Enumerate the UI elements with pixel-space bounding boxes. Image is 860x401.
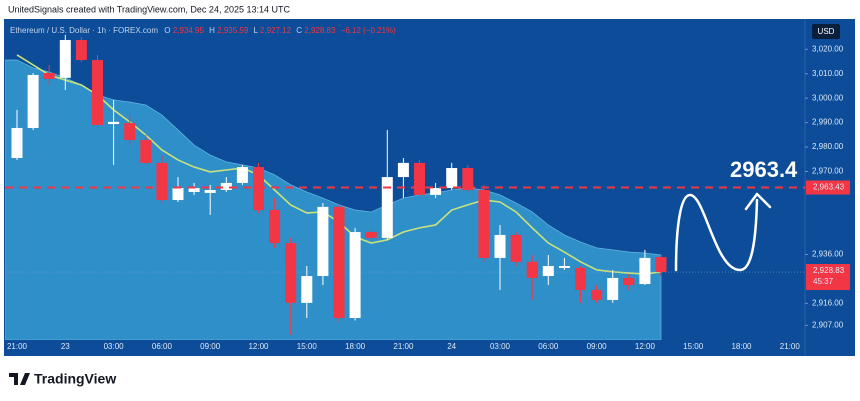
y-tick-label: 2,990.00 bbox=[812, 118, 844, 127]
y-tick-label: 2,970.00 bbox=[812, 167, 844, 176]
candle-body bbox=[365, 232, 377, 238]
x-tick-label: 12:00 bbox=[248, 342, 269, 351]
x-tick-label: 03:00 bbox=[104, 342, 125, 351]
candle-body bbox=[333, 206, 345, 319]
ohlc-key: O bbox=[164, 26, 170, 35]
countdown: 45:37 bbox=[813, 277, 834, 286]
candle-body bbox=[623, 277, 635, 286]
y-tick-label: 2,980.00 bbox=[812, 142, 844, 151]
x-tick-label: 03:00 bbox=[490, 342, 511, 351]
x-tick-label: 24 bbox=[447, 342, 456, 351]
candle-body bbox=[269, 210, 281, 244]
ohlc-value: 2,934.95 bbox=[173, 26, 205, 35]
symbol: Ethereum / U.S. Dollar · 1h · FOREX.com bbox=[10, 26, 158, 35]
candle-body bbox=[59, 40, 71, 78]
candle-body bbox=[526, 261, 538, 278]
candle-body bbox=[591, 289, 603, 300]
footer-logo: TradingView bbox=[9, 371, 116, 387]
y-tick-label: 3,010.00 bbox=[812, 69, 844, 78]
footer-brand: TradingView bbox=[34, 371, 116, 387]
candle-body bbox=[108, 121, 120, 125]
candle-body bbox=[575, 267, 586, 290]
candle-body bbox=[124, 123, 136, 140]
x-tick-label: 06:00 bbox=[538, 342, 559, 351]
currency-label[interactable]: USD bbox=[818, 27, 835, 36]
candle-body bbox=[285, 243, 297, 303]
candle-body bbox=[27, 74, 39, 128]
ohlc-key: H bbox=[209, 26, 215, 35]
last-price-label: 2,928.83 bbox=[813, 266, 845, 275]
candle-body bbox=[253, 167, 264, 211]
ohlc-key: L bbox=[254, 26, 259, 35]
candle-body bbox=[236, 167, 248, 183]
credit: UnitedSignals created with TradingView.c… bbox=[8, 4, 290, 14]
plot-area bbox=[5, 34, 805, 340]
arrow-sketch bbox=[674, 192, 772, 272]
currency-button[interactable] bbox=[812, 24, 840, 39]
x-tick-label: 15:00 bbox=[683, 342, 704, 351]
annotation: 2963.4 bbox=[730, 157, 798, 182]
y-tick-label: 2,907.00 bbox=[812, 320, 844, 329]
candle-body bbox=[494, 234, 506, 258]
candle-body bbox=[446, 168, 458, 189]
candle-body bbox=[558, 265, 570, 268]
candle-body bbox=[204, 190, 216, 193]
change: −6.12 (−0.21%) bbox=[341, 26, 396, 35]
candle-body bbox=[607, 277, 619, 300]
candle-body bbox=[220, 182, 232, 191]
candle-body bbox=[75, 40, 87, 61]
x-tick-label: 09:00 bbox=[587, 342, 608, 351]
candle-body bbox=[462, 168, 474, 191]
y-tick-label: 2,916.00 bbox=[812, 298, 844, 307]
x-tick-label: 21:00 bbox=[780, 342, 801, 351]
candle-body bbox=[92, 60, 103, 126]
legend: Ethereum / U.S. Dollar · 1h · FOREX.com … bbox=[10, 26, 396, 35]
candle-body bbox=[510, 234, 522, 262]
y-tick-label: 3,000.00 bbox=[812, 93, 844, 102]
candle-body bbox=[349, 232, 361, 319]
candle-body bbox=[414, 162, 425, 195]
x-tick-label: 18:00 bbox=[731, 342, 752, 351]
x-tick-label: 21:00 bbox=[393, 342, 414, 351]
ohlc-value: 2,927.12 bbox=[260, 26, 292, 35]
x-tick-label: 06:00 bbox=[152, 342, 173, 351]
candle-body bbox=[156, 162, 168, 201]
candle-body bbox=[639, 257, 651, 285]
x-tick-label: 12:00 bbox=[635, 342, 656, 351]
x-tick-label: 23 bbox=[61, 342, 70, 351]
candle-body bbox=[317, 206, 329, 276]
candle-body bbox=[655, 257, 667, 273]
x-tick-label: 21:00 bbox=[7, 342, 28, 351]
band-area bbox=[5, 59, 662, 340]
candle-body bbox=[188, 188, 200, 192]
ohlc-value: 2,928.83 bbox=[304, 26, 336, 35]
price-line-label-box bbox=[806, 180, 850, 195]
x-tick-label: 15:00 bbox=[297, 342, 318, 351]
candle-body bbox=[43, 73, 55, 79]
ohlc-value: 2,935.59 bbox=[217, 26, 249, 35]
y-tick-label: 2,936.00 bbox=[812, 250, 844, 259]
candle-body bbox=[542, 265, 554, 276]
price-line-label: 2,963.43 bbox=[813, 183, 845, 192]
candle-body bbox=[381, 177, 393, 238]
ohlc-key: C bbox=[296, 26, 302, 35]
x-tick-label: 09:00 bbox=[200, 342, 221, 351]
y-tick-label: 3,020.00 bbox=[812, 44, 844, 53]
last-price-label-box bbox=[806, 264, 850, 291]
candle-body bbox=[397, 162, 409, 178]
candle-body bbox=[301, 276, 313, 303]
candle-body bbox=[140, 139, 152, 163]
candle-body bbox=[172, 188, 184, 201]
candle-body bbox=[430, 188, 442, 195]
logo-mark bbox=[9, 373, 30, 385]
x-tick-label: 18:00 bbox=[345, 342, 366, 351]
candle-body bbox=[478, 190, 490, 258]
candle-body bbox=[11, 127, 23, 159]
